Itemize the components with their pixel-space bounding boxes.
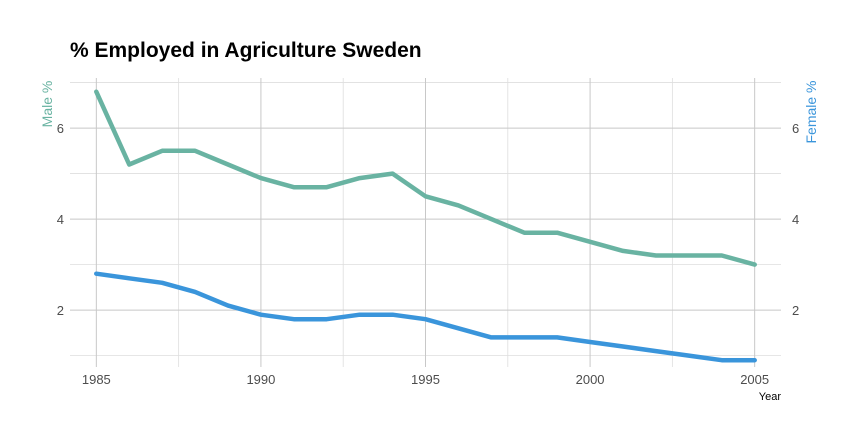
y-tick-label-right: 2	[792, 303, 799, 318]
y-tick-label-right: 6	[792, 121, 799, 136]
x-tick-label: 1995	[411, 372, 440, 387]
x-axis-title: Year	[759, 391, 782, 403]
x-tick-label: 2000	[576, 372, 605, 387]
series-line-male	[94, 89, 757, 267]
x-tick-label: 2005	[740, 372, 769, 387]
y-tick-label-right: 4	[792, 212, 799, 227]
series-line-female	[94, 271, 757, 363]
y-axis-title-left: Male %	[39, 81, 55, 128]
y-tick-labels-left: 2 4 6	[57, 121, 64, 318]
chart-title: % Employed in Agriculture Sweden	[70, 39, 422, 62]
grid	[70, 78, 781, 367]
x-tick-label: 1990	[246, 372, 275, 387]
series-group	[94, 89, 757, 363]
x-tick-labels: 1985 1990 1995 2000 2005	[82, 372, 769, 387]
x-tick-label: 1985	[82, 372, 111, 387]
y-tick-label-left: 6	[57, 121, 64, 136]
y-tick-label-left: 4	[57, 212, 64, 227]
y-tick-labels-right: 2 4 6	[792, 121, 799, 318]
y-tick-label-left: 2	[57, 303, 64, 318]
y-axis-title-right: Female %	[803, 80, 819, 143]
